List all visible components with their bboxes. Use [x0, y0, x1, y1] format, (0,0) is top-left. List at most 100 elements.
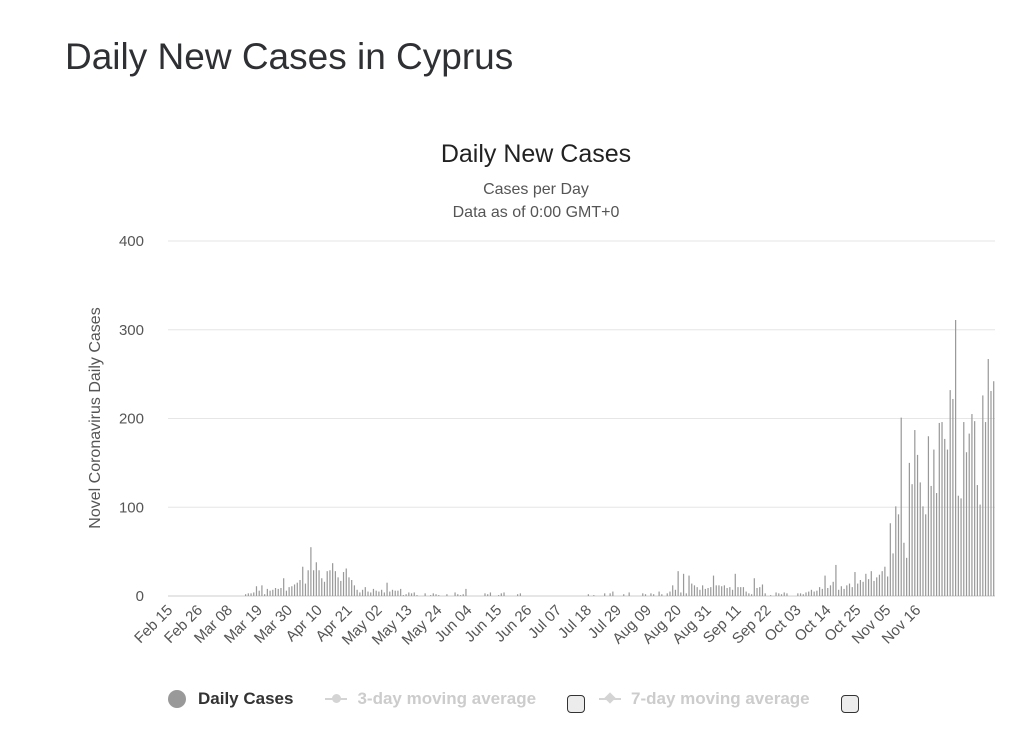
- bar[interactable]: [914, 430, 916, 596]
- bar[interactable]: [854, 572, 856, 596]
- bar[interactable]: [462, 594, 464, 596]
- bar[interactable]: [321, 578, 323, 596]
- bar[interactable]: [685, 593, 687, 596]
- bar[interactable]: [264, 594, 266, 596]
- bar[interactable]: [293, 584, 296, 596]
- bar[interactable]: [737, 587, 739, 597]
- bar[interactable]: [824, 575, 826, 596]
- bar[interactable]: [247, 593, 249, 596]
- bar[interactable]: [644, 594, 647, 596]
- bar[interactable]: [707, 588, 709, 596]
- bar[interactable]: [484, 593, 486, 596]
- legend-7day-average[interactable]: 7-day moving average: [599, 689, 810, 709]
- bar[interactable]: [285, 590, 288, 596]
- bar[interactable]: [269, 590, 271, 596]
- bar[interactable]: [906, 557, 908, 596]
- bar[interactable]: [851, 587, 853, 597]
- bar[interactable]: [489, 592, 492, 596]
- bar[interactable]: [348, 577, 350, 596]
- bar[interactable]: [255, 586, 258, 596]
- bar[interactable]: [340, 580, 342, 596]
- checkbox-7day-average[interactable]: [840, 695, 859, 713]
- bar[interactable]: [878, 574, 881, 596]
- legend-daily-cases[interactable]: Daily Cases: [168, 689, 293, 709]
- bar[interactable]: [982, 395, 984, 596]
- bar[interactable]: [266, 588, 268, 596]
- bar[interactable]: [805, 592, 807, 596]
- bar[interactable]: [313, 570, 315, 596]
- bar[interactable]: [250, 593, 252, 596]
- bar[interactable]: [587, 594, 589, 596]
- bar[interactable]: [955, 319, 957, 596]
- bar[interactable]: [949, 390, 951, 596]
- bar[interactable]: [974, 421, 976, 596]
- bar[interactable]: [345, 568, 347, 596]
- bar[interactable]: [818, 587, 821, 597]
- bar[interactable]: [960, 498, 962, 597]
- bar[interactable]: [775, 592, 777, 596]
- bar[interactable]: [359, 592, 361, 596]
- bar[interactable]: [457, 594, 459, 596]
- bar[interactable]: [916, 454, 919, 596]
- bar[interactable]: [919, 482, 921, 596]
- bar[interactable]: [372, 588, 375, 596]
- bar[interactable]: [623, 594, 625, 596]
- bar[interactable]: [361, 589, 364, 596]
- bar[interactable]: [519, 593, 521, 596]
- bar[interactable]: [283, 578, 285, 596]
- bar[interactable]: [990, 390, 992, 596]
- bar[interactable]: [244, 594, 247, 596]
- bar[interactable]: [642, 593, 644, 596]
- bar[interactable]: [745, 591, 747, 596]
- bar[interactable]: [410, 593, 413, 596]
- bar[interactable]: [911, 484, 913, 596]
- bar[interactable]: [429, 595, 432, 596]
- bar[interactable]: [889, 523, 891, 596]
- bar[interactable]: [786, 593, 788, 596]
- bar[interactable]: [816, 590, 818, 596]
- bar[interactable]: [756, 588, 758, 596]
- bar[interactable]: [432, 593, 434, 596]
- bar[interactable]: [770, 595, 772, 596]
- bar[interactable]: [922, 506, 924, 596]
- bar[interactable]: [712, 575, 715, 596]
- bar[interactable]: [979, 504, 981, 596]
- bar[interactable]: [900, 417, 902, 596]
- bar[interactable]: [682, 573, 685, 596]
- bar[interactable]: [699, 589, 701, 596]
- bar[interactable]: [612, 591, 614, 596]
- bar[interactable]: [454, 592, 456, 596]
- bar[interactable]: [408, 592, 410, 596]
- bar[interactable]: [402, 595, 404, 596]
- bar[interactable]: [870, 571, 872, 596]
- bar[interactable]: [897, 514, 900, 596]
- bar[interactable]: [370, 592, 372, 596]
- bar[interactable]: [280, 588, 282, 596]
- bar[interactable]: [965, 452, 968, 596]
- bar[interactable]: [459, 595, 462, 596]
- bar[interactable]: [405, 594, 407, 596]
- bar[interactable]: [925, 514, 927, 596]
- bar[interactable]: [761, 584, 764, 596]
- bar[interactable]: [799, 593, 802, 596]
- bar[interactable]: [702, 585, 704, 596]
- bar[interactable]: [957, 495, 959, 596]
- bar[interactable]: [628, 592, 630, 596]
- bar[interactable]: [976, 485, 978, 596]
- bar[interactable]: [400, 588, 402, 596]
- bar[interactable]: [666, 593, 668, 596]
- bar[interactable]: [291, 586, 293, 596]
- bar[interactable]: [808, 591, 810, 596]
- bar[interactable]: [813, 591, 815, 596]
- bar[interactable]: [353, 585, 356, 596]
- bar[interactable]: [750, 594, 753, 596]
- bar[interactable]: [968, 433, 970, 596]
- bar[interactable]: [876, 577, 878, 596]
- bar[interactable]: [342, 572, 345, 596]
- bar[interactable]: [487, 594, 489, 596]
- bar[interactable]: [691, 583, 693, 596]
- bar[interactable]: [416, 595, 418, 596]
- bar[interactable]: [759, 587, 761, 597]
- bar[interactable]: [729, 587, 731, 597]
- bar[interactable]: [323, 581, 326, 596]
